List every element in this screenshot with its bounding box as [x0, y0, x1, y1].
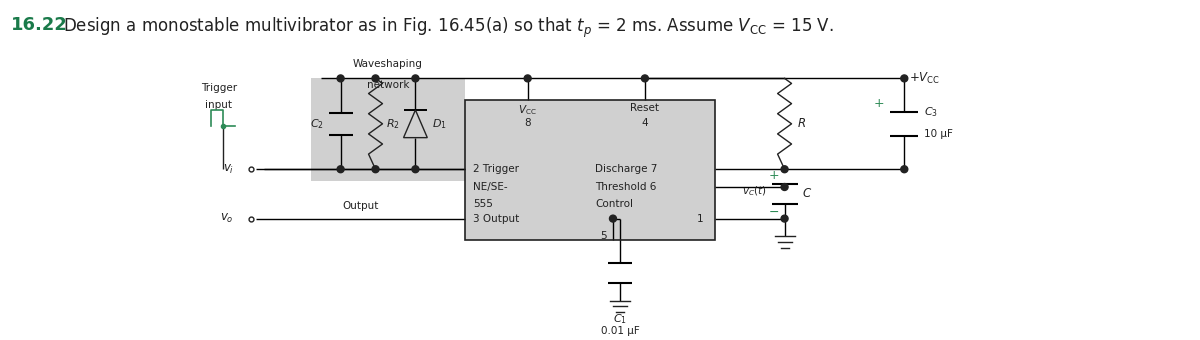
Text: 10 μF: 10 μF [924, 129, 953, 139]
Text: Output: Output [342, 201, 379, 211]
Circle shape [781, 184, 788, 190]
Text: Trigger: Trigger [200, 83, 236, 94]
Text: 5: 5 [600, 232, 607, 241]
Circle shape [642, 75, 648, 82]
Text: 555: 555 [473, 199, 493, 209]
Circle shape [412, 166, 419, 173]
Circle shape [372, 166, 379, 173]
Text: 8: 8 [524, 118, 530, 128]
Text: input: input [205, 100, 233, 110]
Text: $v_i$: $v_i$ [223, 163, 234, 176]
Text: $D_1$: $D_1$ [432, 117, 448, 131]
Circle shape [781, 215, 788, 222]
Text: $C$: $C$ [802, 187, 811, 200]
Text: +: + [769, 169, 780, 182]
Text: network: network [367, 80, 409, 90]
Text: 4: 4 [642, 118, 648, 128]
Text: NE/SE-: NE/SE- [473, 182, 508, 192]
Text: $V_{\mathrm{CC}}$: $V_{\mathrm{CC}}$ [518, 103, 538, 117]
Text: Threshold 6: Threshold 6 [595, 182, 656, 192]
Circle shape [901, 166, 907, 173]
Bar [311, 79, 466, 181]
Text: Control: Control [595, 199, 634, 209]
Text: 3 Output: 3 Output [473, 214, 520, 224]
Text: $R$: $R$ [797, 117, 805, 130]
Circle shape [524, 75, 532, 82]
Bar [466, 100, 715, 240]
Circle shape [412, 75, 419, 82]
Text: $R_2$: $R_2$ [386, 117, 401, 131]
Text: Design a monostable multivibrator as in Fig. 16.45(a) so that $t_p$ = 2 ms. Assu: Design a monostable multivibrator as in … [64, 16, 834, 40]
Text: 16.22: 16.22 [11, 16, 68, 34]
Text: $+V_{\mathrm{CC}}$: $+V_{\mathrm{CC}}$ [910, 71, 941, 86]
Circle shape [337, 166, 344, 173]
Circle shape [901, 75, 907, 82]
Circle shape [781, 166, 788, 173]
Text: Waveshaping: Waveshaping [353, 58, 422, 69]
Circle shape [372, 75, 379, 82]
Text: $C_3$: $C_3$ [924, 105, 938, 119]
Text: +: + [874, 97, 884, 110]
Text: 1: 1 [697, 214, 703, 224]
Text: Reset: Reset [630, 103, 659, 113]
Circle shape [337, 75, 344, 82]
Text: $v_C(t)$: $v_C(t)$ [742, 184, 767, 198]
Text: −: − [769, 206, 780, 219]
Text: 0.01 μF: 0.01 μF [600, 326, 640, 336]
Bar [466, 100, 715, 240]
Circle shape [610, 215, 617, 222]
Text: Discharge 7: Discharge 7 [595, 164, 658, 174]
Text: 2 Trigger: 2 Trigger [473, 164, 520, 174]
Text: $v_o$: $v_o$ [221, 212, 234, 225]
Text: $C_2$: $C_2$ [310, 117, 324, 131]
Text: $C_1$: $C_1$ [613, 312, 626, 326]
